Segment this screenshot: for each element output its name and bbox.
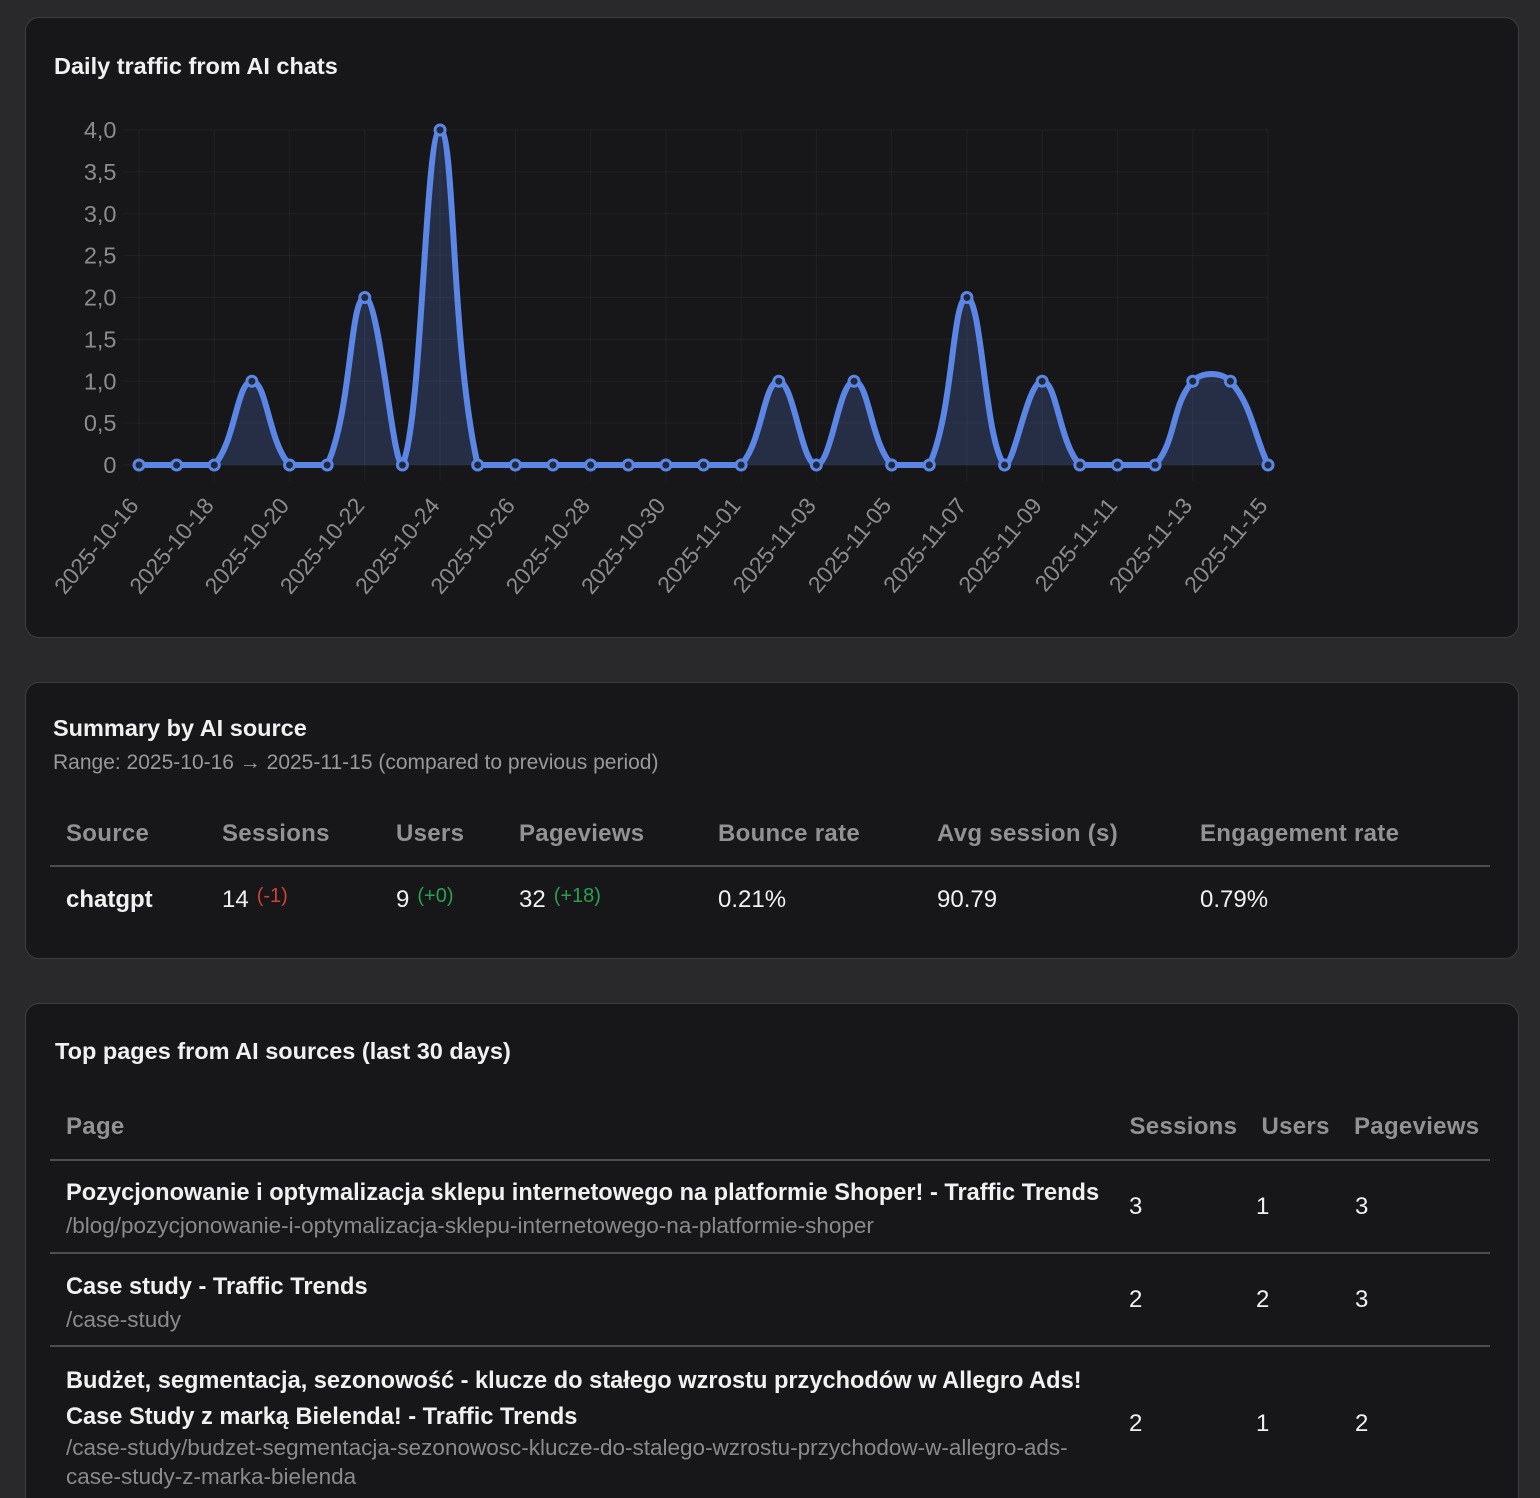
svg-text:3,0: 3,0 <box>84 201 117 227</box>
svg-text:0: 0 <box>103 452 116 478</box>
svg-text:2,5: 2,5 <box>84 243 117 269</box>
svg-text:1,0: 1,0 <box>84 368 117 394</box>
svg-text:0,5: 0,5 <box>84 410 117 436</box>
svg-text:4,0: 4,0 <box>84 117 117 143</box>
svg-text:3,5: 3,5 <box>84 159 117 185</box>
svg-text:2,0: 2,0 <box>84 285 117 311</box>
svg-text:1,5: 1,5 <box>84 326 117 352</box>
